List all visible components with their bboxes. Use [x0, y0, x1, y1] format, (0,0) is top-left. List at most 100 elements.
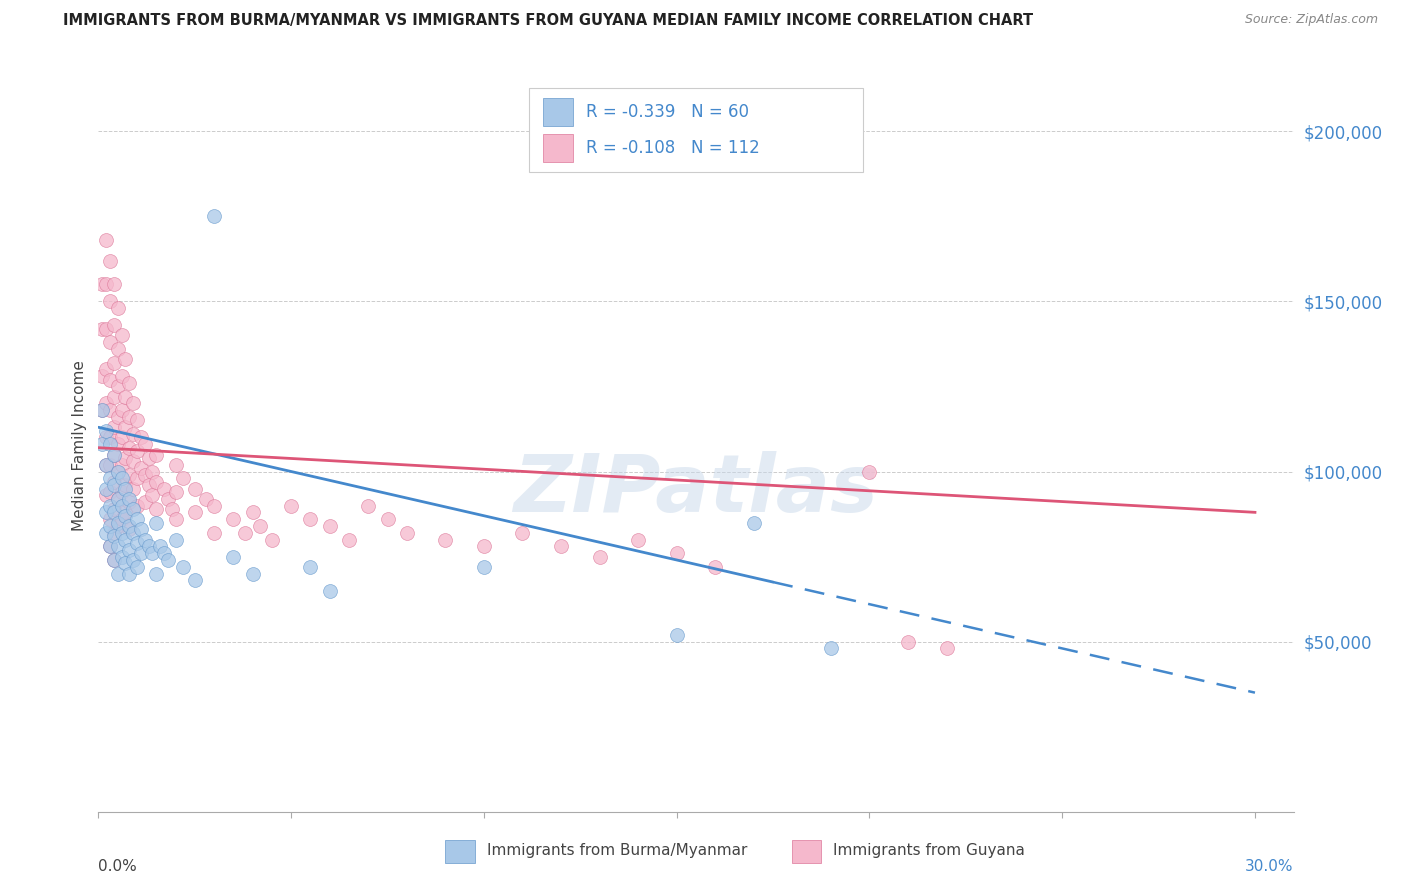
- Point: [165, 458, 187, 472]
- Point: [129, 430, 152, 444]
- Point: [222, 549, 245, 564]
- Point: [110, 499, 132, 513]
- Point: [377, 512, 399, 526]
- Text: 0.0%: 0.0%: [98, 859, 138, 874]
- Point: [242, 566, 264, 581]
- Point: [98, 335, 121, 350]
- Point: [134, 467, 156, 482]
- Point: [138, 450, 160, 465]
- Point: [107, 519, 129, 533]
- Point: [94, 488, 117, 502]
- Point: [98, 403, 121, 417]
- Text: ZIPatlas: ZIPatlas: [513, 450, 879, 529]
- Point: [249, 519, 271, 533]
- Point: [145, 566, 167, 581]
- Point: [110, 403, 132, 417]
- Point: [91, 277, 114, 292]
- Point: [103, 420, 125, 434]
- Point: [134, 495, 156, 509]
- Text: 30.0%: 30.0%: [1246, 859, 1294, 874]
- Point: [91, 369, 114, 384]
- Point: [110, 369, 132, 384]
- Text: Immigrants from Guyana: Immigrants from Guyana: [834, 843, 1025, 858]
- Point: [94, 525, 117, 540]
- Point: [107, 465, 129, 479]
- Point: [94, 505, 117, 519]
- Point: [184, 574, 207, 588]
- Point: [114, 557, 136, 571]
- Text: IMMIGRANTS FROM BURMA/MYANMAR VS IMMIGRANTS FROM GUYANA MEDIAN FAMILY INCOME COR: IMMIGRANTS FROM BURMA/MYANMAR VS IMMIGRA…: [63, 13, 1033, 29]
- Point: [472, 559, 495, 574]
- Point: [627, 533, 650, 547]
- Point: [858, 465, 880, 479]
- Point: [588, 549, 610, 564]
- Point: [114, 478, 136, 492]
- Point: [103, 529, 125, 543]
- Point: [107, 342, 129, 356]
- Point: [145, 502, 167, 516]
- Point: [125, 499, 148, 513]
- Point: [107, 379, 129, 393]
- Point: [98, 512, 121, 526]
- Bar: [792, 839, 821, 863]
- Point: [94, 277, 117, 292]
- Point: [110, 471, 132, 485]
- Point: [103, 478, 125, 492]
- Point: [165, 484, 187, 499]
- Point: [129, 522, 152, 536]
- Point: [125, 471, 148, 485]
- Point: [98, 437, 121, 451]
- Point: [103, 475, 125, 489]
- Point: [165, 533, 187, 547]
- Point: [98, 430, 121, 444]
- Point: [122, 396, 145, 410]
- Point: [129, 546, 152, 560]
- Point: [141, 465, 163, 479]
- Point: [134, 533, 156, 547]
- Point: [114, 450, 136, 465]
- Point: [122, 482, 145, 496]
- Point: [742, 516, 765, 530]
- Point: [222, 512, 245, 526]
- Point: [114, 533, 136, 547]
- Point: [98, 294, 121, 309]
- Point: [160, 502, 183, 516]
- Point: [172, 471, 194, 485]
- Point: [434, 533, 457, 547]
- Point: [110, 525, 132, 540]
- Point: [103, 553, 125, 567]
- Point: [122, 454, 145, 468]
- Point: [125, 444, 148, 458]
- Y-axis label: Median Family Income: Median Family Income: [72, 360, 87, 532]
- Point: [118, 376, 141, 390]
- Point: [118, 519, 141, 533]
- Point: [94, 362, 117, 376]
- Point: [665, 628, 688, 642]
- Point: [114, 420, 136, 434]
- Point: [118, 522, 141, 536]
- Point: [94, 396, 117, 410]
- Point: [107, 491, 129, 506]
- Point: [337, 533, 360, 547]
- Point: [91, 403, 114, 417]
- Point: [149, 540, 172, 554]
- Point: [107, 566, 129, 581]
- Point: [91, 403, 114, 417]
- Point: [704, 559, 727, 574]
- Point: [550, 540, 572, 554]
- Point: [156, 491, 179, 506]
- Bar: [543, 98, 572, 126]
- Point: [184, 505, 207, 519]
- Point: [319, 519, 342, 533]
- Point: [233, 525, 256, 540]
- Point: [94, 458, 117, 472]
- Point: [129, 461, 152, 475]
- Point: [114, 508, 136, 523]
- Point: [94, 430, 117, 444]
- Point: [107, 465, 129, 479]
- Text: R = -0.339   N = 60: R = -0.339 N = 60: [586, 103, 749, 120]
- Point: [357, 499, 380, 513]
- Point: [145, 475, 167, 489]
- Point: [110, 484, 132, 499]
- Point: [114, 352, 136, 367]
